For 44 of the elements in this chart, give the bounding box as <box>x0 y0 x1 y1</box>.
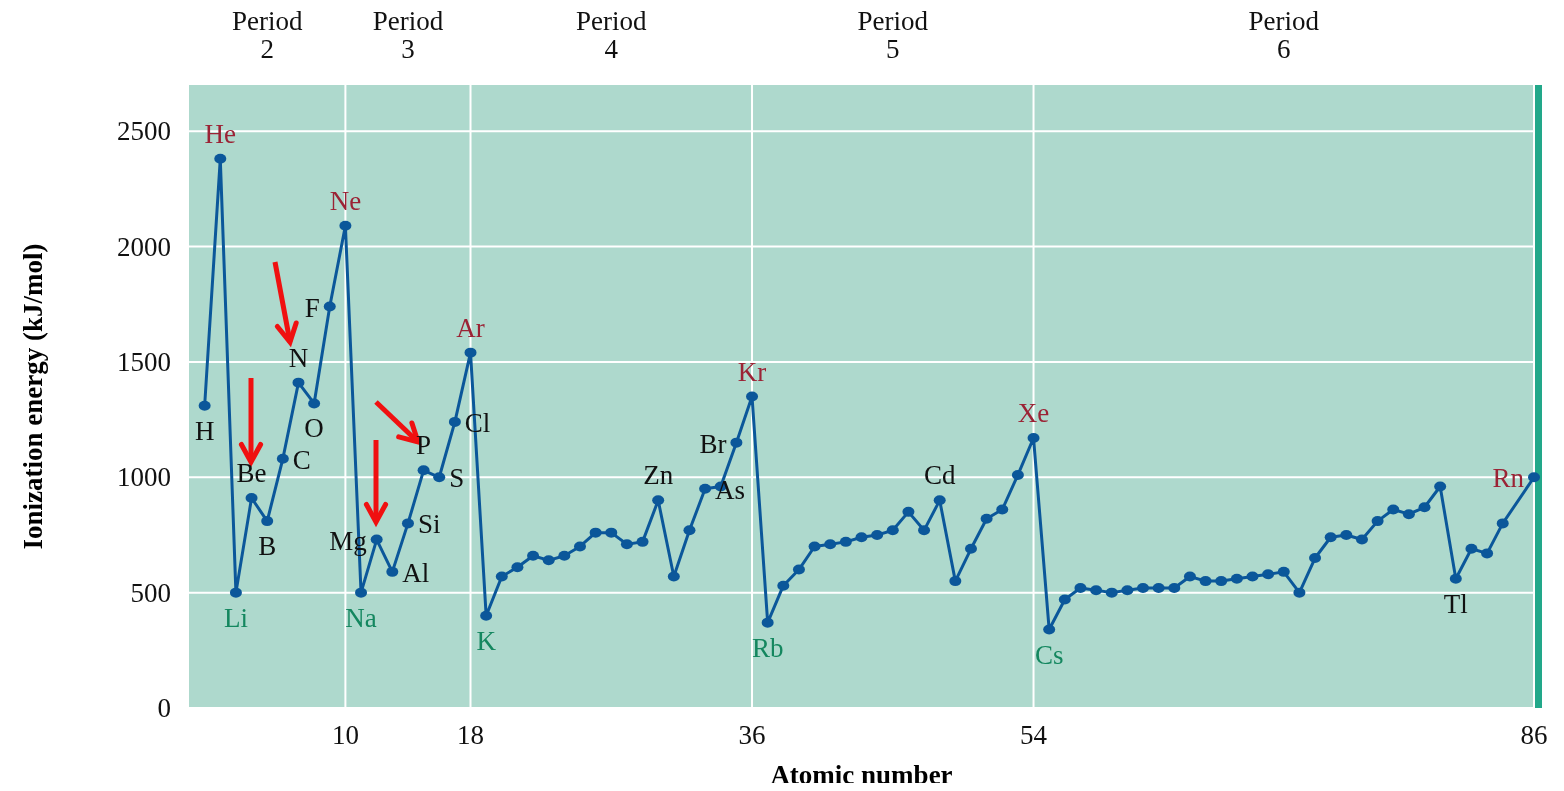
annotation: Tl <box>1443 588 1468 619</box>
annotation: As <box>715 474 746 505</box>
text: Period 2 <box>231 6 303 64</box>
annotation: Rn <box>1492 463 1525 494</box>
annotation: Br <box>699 428 727 459</box>
annotation: He <box>204 118 237 149</box>
y-tick-label: 2500 <box>117 116 171 147</box>
x-tick-label: 18 <box>457 720 485 750</box>
x-tick-label: 54 <box>1020 720 1048 750</box>
annotation: F <box>304 292 320 323</box>
y-axis-title: Ionization energy (kJ/mol) <box>18 243 48 550</box>
annotation: Li <box>223 602 248 633</box>
text: Period 3 <box>372 6 444 64</box>
y-tick-label: 500 <box>130 577 171 608</box>
text: Period 6 <box>1248 6 1320 64</box>
annotation: Rb <box>751 632 784 663</box>
y-tick-label: 2000 <box>117 231 171 262</box>
annotation: H <box>194 415 215 446</box>
annotation: O <box>304 413 324 444</box>
x-tick-label: 10 <box>331 720 359 750</box>
annotation: Na <box>345 602 377 633</box>
annotation: K <box>476 625 497 656</box>
x-tick-label: 86 <box>1520 720 1548 750</box>
y-tick-label: 1500 <box>117 346 171 377</box>
y-tick-label: 0 <box>157 693 171 723</box>
text: Period 4 <box>576 6 648 64</box>
annotation: Ar <box>456 312 485 343</box>
y-tick-label: 1000 <box>117 462 171 493</box>
annotation: Cd <box>923 460 956 491</box>
annotation: Ne <box>329 185 362 216</box>
annotation: C <box>292 444 311 475</box>
annotation: Cs <box>1034 639 1064 670</box>
x-tick-label: 36 <box>738 720 766 750</box>
annotation: B <box>258 531 277 562</box>
annotation: Be <box>236 458 267 489</box>
annotation: Al <box>402 557 430 588</box>
annotation: Kr <box>737 356 767 387</box>
annotation: N <box>288 342 309 373</box>
annotation: P <box>416 430 432 461</box>
text: Period 5 <box>857 6 929 64</box>
annotation: S <box>449 463 465 494</box>
annotation: Si <box>417 509 441 540</box>
annotation: Zn <box>643 460 674 491</box>
annotation: Xe <box>1017 398 1050 429</box>
